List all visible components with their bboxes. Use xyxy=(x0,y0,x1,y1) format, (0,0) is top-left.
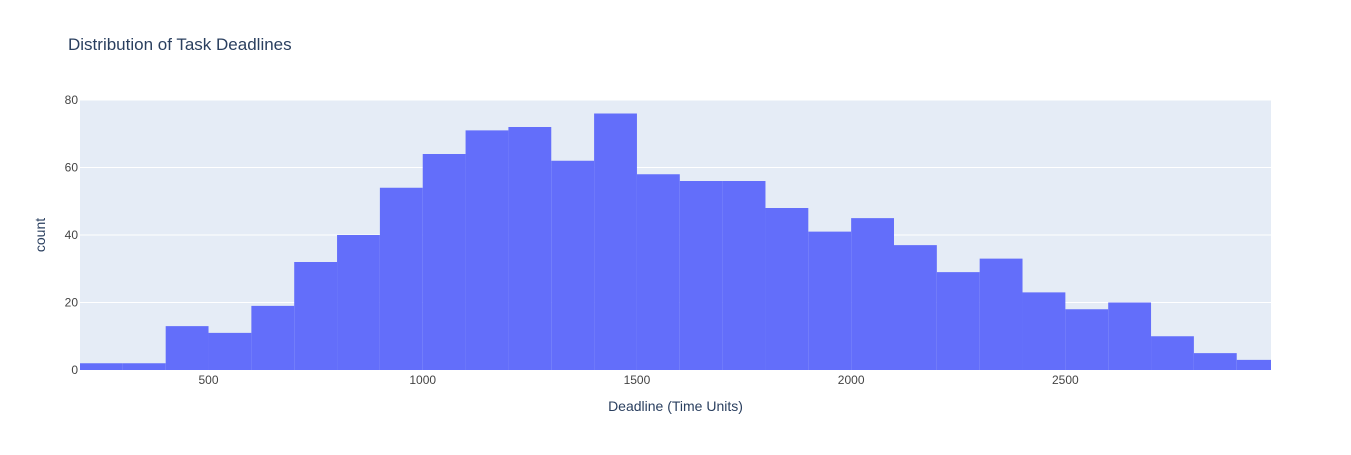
y-tick-label: 20 xyxy=(65,296,79,310)
histogram-bar[interactable] xyxy=(594,113,637,371)
histogram-bar[interactable] xyxy=(851,218,894,370)
x-axis-ticks: 500 1000 1500 2000 2500 xyxy=(199,373,1080,387)
histogram-bar[interactable] xyxy=(165,326,209,370)
y-tick-label: 80 xyxy=(65,93,79,107)
bars xyxy=(80,113,1271,371)
x-tick-label: 500 xyxy=(199,373,219,387)
histogram-bar[interactable] xyxy=(122,363,166,370)
histogram-bar[interactable] xyxy=(979,258,1023,370)
histogram-bar[interactable] xyxy=(1065,309,1109,370)
histogram-bar[interactable] xyxy=(337,235,380,370)
x-tick-label: 1500 xyxy=(624,373,651,387)
histogram-bar[interactable] xyxy=(636,174,680,370)
histogram-bar[interactable] xyxy=(1108,302,1152,371)
x-axis-label: Deadline (Time Units) xyxy=(608,398,743,414)
x-tick-label: 1000 xyxy=(409,373,436,387)
histogram-bar[interactable] xyxy=(80,363,123,370)
histogram-bar[interactable] xyxy=(208,332,252,370)
histogram-bar[interactable] xyxy=(379,187,423,370)
histogram-bar[interactable] xyxy=(765,208,809,370)
histogram-bar[interactable] xyxy=(422,154,466,370)
histogram-bar[interactable] xyxy=(465,130,509,370)
histogram-bar[interactable] xyxy=(251,305,295,370)
histogram-bar[interactable] xyxy=(1022,292,1066,370)
x-tick-label: 2500 xyxy=(1052,373,1079,387)
histogram-bar[interactable] xyxy=(808,231,852,370)
histogram-bar[interactable] xyxy=(1193,353,1237,370)
histogram-bar[interactable] xyxy=(1236,359,1271,370)
y-axis-label: count xyxy=(32,218,48,252)
histogram-bar[interactable] xyxy=(294,262,338,370)
histogram-bar[interactable] xyxy=(551,160,595,370)
histogram-bar[interactable] xyxy=(508,127,552,370)
y-axis-ticks: 0 20 40 60 80 xyxy=(65,93,79,377)
histogram-bar[interactable] xyxy=(1151,336,1194,370)
y-tick-label: 40 xyxy=(65,228,79,242)
histogram-bar[interactable] xyxy=(893,245,937,370)
x-tick-label: 2000 xyxy=(838,373,865,387)
histogram-bar[interactable] xyxy=(936,272,980,370)
y-tick-label: 60 xyxy=(65,161,79,175)
chart-title: Distribution of Task Deadlines xyxy=(68,35,292,54)
histogram-bar[interactable] xyxy=(722,181,766,370)
y-tick-label: 0 xyxy=(71,363,78,377)
histogram-bar[interactable] xyxy=(679,181,723,370)
